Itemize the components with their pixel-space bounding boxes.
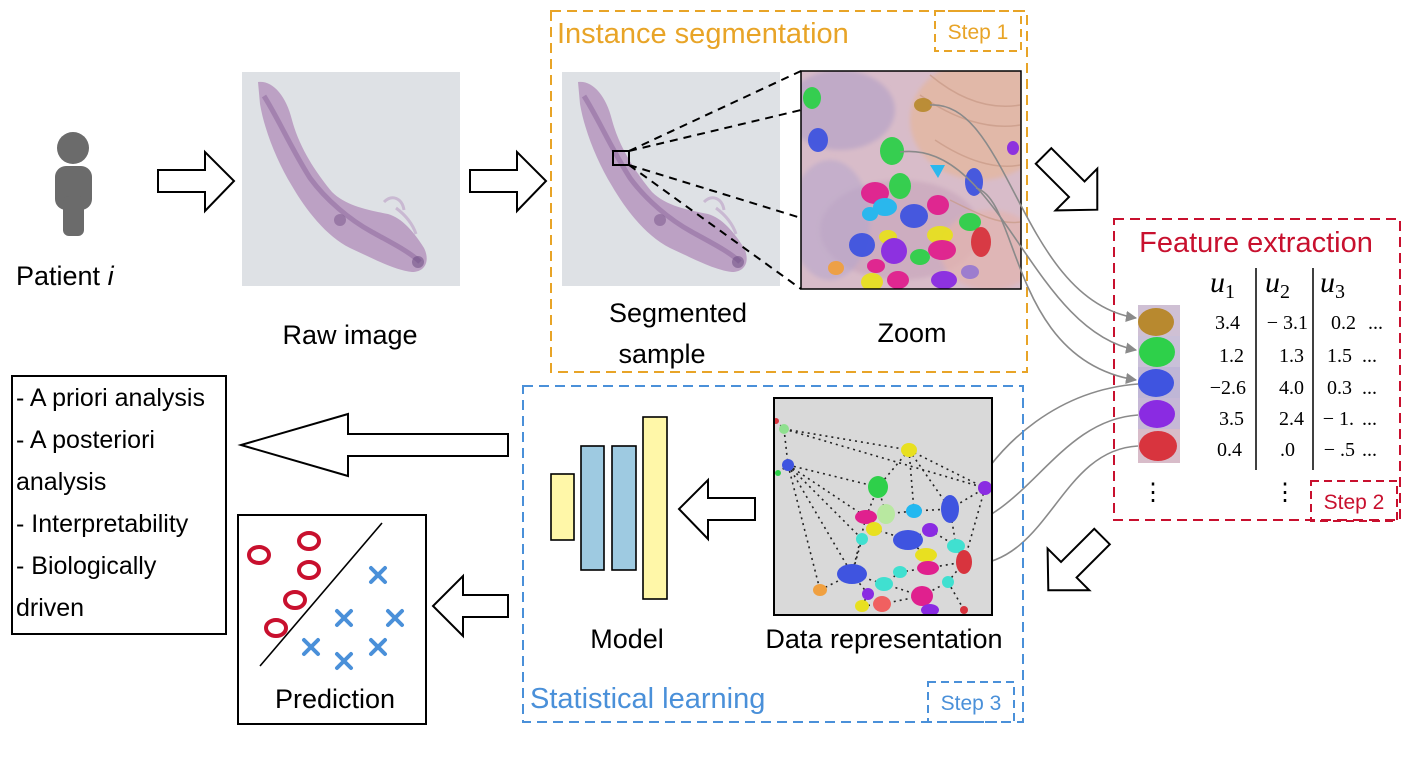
svg-text:0.2: 0.2	[1331, 312, 1356, 334]
model-network-icon	[550, 416, 668, 600]
step1-badge: Step 1	[948, 21, 1009, 44]
step1-badge-frame	[934, 10, 1022, 52]
prediction-label: Prediction	[275, 684, 395, 714]
svg-text:1.5: 1.5	[1327, 345, 1352, 367]
zoom-label: Zoom	[877, 318, 946, 348]
arrow-raw-to-segmented	[469, 149, 548, 214]
svg-text:1.2: 1.2	[1219, 345, 1244, 367]
svg-text:1.3: 1.3	[1279, 345, 1304, 367]
outputs-line: driven	[16, 594, 84, 622]
step3-title: Statistical learning	[530, 683, 765, 715]
arrow-to-prediction	[431, 573, 509, 639]
svg-text:.0: .0	[1280, 439, 1295, 461]
svg-text:4.0: 4.0	[1279, 377, 1304, 399]
step2-badge: Step 2	[1324, 491, 1385, 514]
raw-image-label: Raw image	[282, 320, 417, 350]
step1-frame	[550, 10, 1028, 373]
outputs-line: - Biologically	[16, 552, 157, 580]
raw-image-thumbnail	[242, 72, 460, 286]
decision-boundary	[259, 522, 383, 667]
svg-text:...: ...	[1362, 345, 1377, 367]
outputs-frame	[11, 375, 227, 635]
data-representation-label: Data representation	[765, 624, 1002, 654]
step1-title: Instance segmentation	[557, 18, 849, 50]
step3-frame	[522, 385, 1024, 723]
outputs-line: - A priori analysis	[16, 384, 205, 412]
svg-text:0.3: 0.3	[1327, 377, 1352, 399]
segmented-label-line1: Segmented	[609, 298, 747, 328]
svg-text:...: ...	[1362, 439, 1377, 461]
outputs-line: - Interpretability	[16, 510, 189, 538]
rows-ellipsis-right: ⋮	[1273, 480, 1297, 506]
feature-table-separators	[1255, 268, 1314, 470]
svg-text:− 1.: − 1.	[1323, 408, 1354, 430]
svg-text:u1: u1	[1210, 266, 1235, 303]
step3-badge: Step 3	[941, 692, 1002, 715]
rows-ellipsis-left: ⋮	[1141, 480, 1165, 506]
svg-text:...: ...	[1362, 377, 1377, 399]
outputs-line: analysis	[16, 468, 106, 496]
svg-text:0.4: 0.4	[1217, 439, 1242, 461]
zoom-image-frame	[800, 70, 1022, 290]
svg-text:3.4: 3.4	[1215, 312, 1240, 334]
svg-text:u3: u3	[1320, 266, 1345, 303]
feature-table-cells: 3.4 − 3.1 0.2 ... 1.2 1.3 1.5 ... −2.6 4…	[1210, 312, 1383, 461]
cell-crops	[1138, 305, 1180, 463]
step2-badge-frame	[1310, 480, 1398, 522]
arrow-step2-to-step3	[1046, 527, 1112, 592]
outputs-list: - A priori analysis - A posteriori analy…	[16, 384, 205, 622]
arrow-graph-to-model	[677, 477, 756, 542]
zoom-image	[801, 71, 1021, 289]
segmented-sample-thumbnail	[562, 72, 780, 286]
arrow-to-outputs	[237, 412, 509, 478]
patient-icon	[55, 132, 92, 236]
svg-text:...: ...	[1362, 408, 1377, 430]
outputs-line: - A posteriori	[16, 426, 155, 454]
svg-text:...: ...	[1368, 312, 1383, 334]
svg-text:− .5: − .5	[1324, 439, 1355, 461]
arrow-step1-to-step2	[1034, 146, 1099, 212]
arrow-patient-to-raw	[157, 149, 236, 214]
class-x-markers	[302, 566, 404, 670]
zoom-projection-lines	[628, 70, 802, 290]
svg-text:u2: u2	[1265, 266, 1290, 303]
svg-text:2.4: 2.4	[1279, 408, 1304, 430]
feature-table-header: u1 u2 u3	[1210, 266, 1345, 303]
step2-frame	[1113, 218, 1401, 521]
step2-title: Feature extraction	[1139, 227, 1373, 259]
svg-text:−2.6: −2.6	[1210, 377, 1246, 399]
zoom-region-marker	[612, 150, 630, 166]
model-label: Model	[590, 624, 664, 654]
step3-badge-frame	[927, 681, 1015, 723]
class-o-markers	[247, 531, 321, 638]
graph-frame	[773, 397, 993, 616]
segmented-label-line2: sample	[618, 339, 705, 369]
graph-representation	[774, 398, 992, 615]
svg-text:− 3.1: − 3.1	[1267, 312, 1308, 334]
svg-text:3.5: 3.5	[1219, 408, 1244, 430]
zoom-to-crops-connectors	[899, 104, 1138, 384]
patient-label: Patient i	[16, 261, 115, 291]
